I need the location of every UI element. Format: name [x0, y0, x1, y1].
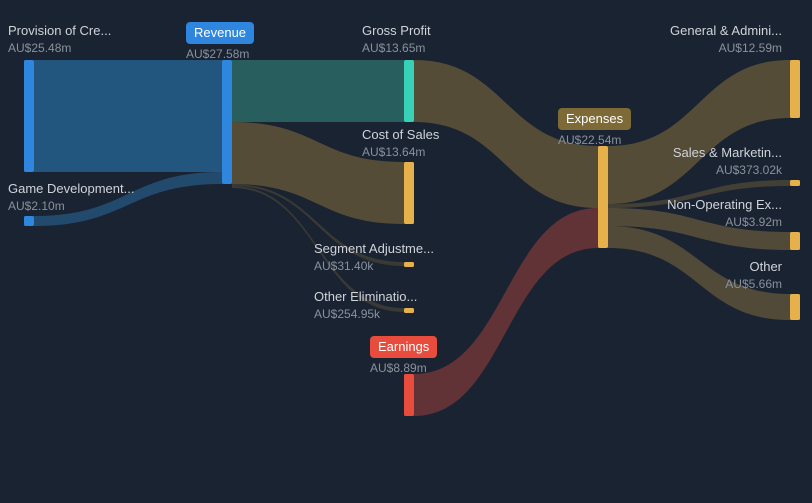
- sankey-node-sales[interactable]: [790, 180, 800, 186]
- node-value: AU$5.66m: [725, 276, 782, 292]
- node-value: AU$3.92m: [667, 214, 782, 230]
- sankey-node-grossprofit[interactable]: [404, 60, 414, 122]
- node-value: AU$27.58m: [186, 46, 254, 62]
- node-label-nonop: Non-Operating Ex...AU$3.92m: [667, 196, 782, 230]
- sankey-node-gamedev[interactable]: [24, 216, 34, 226]
- sankey-link[interactable]: [232, 60, 404, 122]
- sankey-link[interactable]: [34, 60, 222, 172]
- node-title: Provision of Cre...: [8, 22, 111, 40]
- sankey-node-provision[interactable]: [24, 60, 34, 172]
- node-value: AU$31.40k: [314, 258, 434, 274]
- node-label-otherelim: Other Eliminatio...AU$254.95k: [314, 288, 417, 322]
- node-title: Other Eliminatio...: [314, 288, 417, 306]
- node-title: Game Development...: [8, 180, 134, 198]
- node-value: AU$13.65m: [362, 40, 431, 56]
- node-label-general: General & Admini...AU$12.59m: [670, 22, 782, 56]
- sankey-node-general[interactable]: [790, 60, 800, 118]
- node-badge-expenses: Expenses: [558, 108, 631, 130]
- node-label-other: OtherAU$5.66m: [725, 258, 782, 292]
- sankey-node-revenue[interactable]: [222, 60, 232, 184]
- node-title: Segment Adjustme...: [314, 240, 434, 258]
- node-label-sales: Sales & Marketin...AU$373.02k: [673, 144, 782, 178]
- node-label-expenses: Expenses AU$22.54m: [558, 108, 631, 148]
- node-label-earnings: Earnings AU$8.89m: [370, 336, 437, 376]
- node-value: AU$8.89m: [370, 360, 437, 376]
- node-badge-earnings: Earnings: [370, 336, 437, 358]
- node-badge-revenue: Revenue: [186, 22, 254, 44]
- node-label-provision: Provision of Cre...AU$25.48m: [8, 22, 111, 56]
- node-value: AU$13.64m: [362, 144, 439, 160]
- node-label-segment: Segment Adjustme...AU$31.40k: [314, 240, 434, 274]
- node-title: Other: [725, 258, 782, 276]
- node-title: General & Admini...: [670, 22, 782, 40]
- node-title: Gross Profit: [362, 22, 431, 40]
- node-value: AU$2.10m: [8, 198, 134, 214]
- sankey-node-nonop[interactable]: [790, 232, 800, 250]
- node-title: Sales & Marketin...: [673, 144, 782, 162]
- node-title: Non-Operating Ex...: [667, 196, 782, 214]
- node-value: AU$22.54m: [558, 132, 631, 148]
- node-label-grossprofit: Gross ProfitAU$13.65m: [362, 22, 431, 56]
- node-value: AU$25.48m: [8, 40, 111, 56]
- node-label-gamedev: Game Development...AU$2.10m: [8, 180, 134, 214]
- node-value: AU$12.59m: [670, 40, 782, 56]
- sankey-node-expenses[interactable]: [598, 146, 608, 248]
- node-label-revenue: Revenue AU$27.58m: [186, 22, 254, 62]
- node-title: Cost of Sales: [362, 126, 439, 144]
- sankey-node-other[interactable]: [790, 294, 800, 320]
- sankey-link[interactable]: [414, 208, 598, 416]
- node-value: AU$373.02k: [673, 162, 782, 178]
- sankey-node-costsales[interactable]: [404, 162, 414, 224]
- node-value: AU$254.95k: [314, 306, 417, 322]
- node-label-costsales: Cost of SalesAU$13.64m: [362, 126, 439, 160]
- sankey-node-earnings[interactable]: [404, 374, 414, 416]
